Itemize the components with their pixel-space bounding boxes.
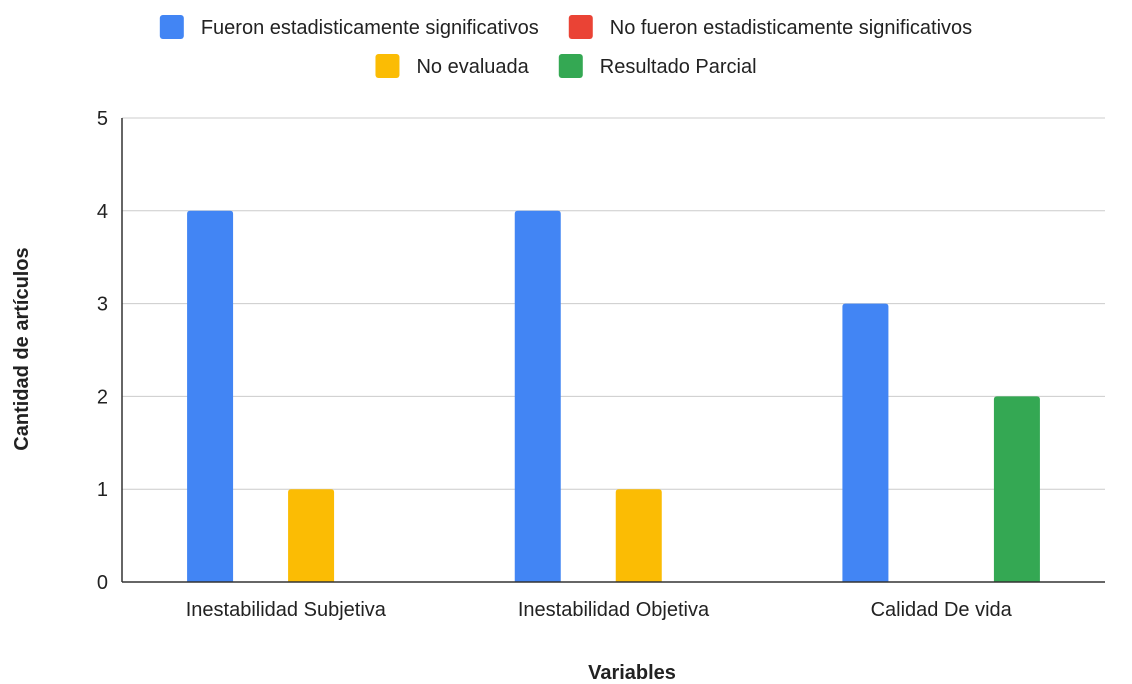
bar xyxy=(288,489,335,582)
legend-swatch xyxy=(558,54,583,78)
legend-label: Fueron estadisticamente significativos xyxy=(201,17,539,39)
legend-row: No evaluada Resultado Parcial xyxy=(375,54,757,78)
bar xyxy=(993,396,1040,582)
legend-label: No fueron estadisticamente significativo… xyxy=(610,17,972,39)
y-axis-title: Cantidad de artículos xyxy=(11,247,33,450)
legend-row: Fueron estadisticamente significativos No… xyxy=(159,15,972,39)
x-tick-label: Calidad De vida xyxy=(871,599,1013,621)
legend-item: No evaluada xyxy=(375,54,530,78)
gridlines xyxy=(122,117,1105,490)
y-tick-label: 1 xyxy=(97,479,108,501)
bar xyxy=(514,210,561,583)
y-tick-label: 5 xyxy=(97,108,108,130)
y-tick-label: 0 xyxy=(97,572,108,594)
y-tick-label: 3 xyxy=(97,294,108,316)
axes xyxy=(121,118,1105,583)
category-labels: Inestabilidad Subjetiva Inestabilidad Obj… xyxy=(186,599,1013,621)
x-tick-label: Inestabilidad Subjetiva xyxy=(186,599,387,621)
legend: Fueron estadisticamente significativos No… xyxy=(159,15,972,78)
legend-label: No evaluada xyxy=(416,56,529,78)
y-tick-label: 2 xyxy=(97,386,108,408)
y-tick-label: 4 xyxy=(97,201,108,223)
bars xyxy=(187,210,1040,583)
bar xyxy=(615,489,662,582)
bar xyxy=(187,210,234,583)
x-axis-title: Variables xyxy=(588,662,676,684)
bar xyxy=(842,303,889,582)
y-tick-labels: 0 1 2 3 4 5 xyxy=(97,108,108,594)
legend-label: Resultado Parcial xyxy=(600,56,757,78)
legend-swatch xyxy=(375,54,400,78)
legend-swatch xyxy=(568,15,593,39)
legend-item: Fueron estadisticamente significativos xyxy=(159,15,539,39)
legend-item: No fueron estadisticamente significativo… xyxy=(568,15,972,39)
legend-swatch xyxy=(159,15,184,39)
x-tick-label: Inestabilidad Objetiva xyxy=(518,599,710,621)
legend-item: Resultado Parcial xyxy=(558,54,757,78)
